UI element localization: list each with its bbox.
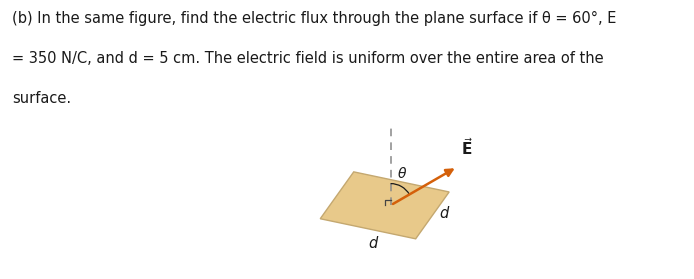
Text: (b) In the same figure, find the electric flux through the plane surface if θ = : (b) In the same figure, find the electri… xyxy=(12,11,617,26)
Text: surface.: surface. xyxy=(12,91,71,106)
Text: d: d xyxy=(369,236,378,251)
Polygon shape xyxy=(320,172,449,239)
Text: d: d xyxy=(439,206,449,221)
Text: = 350 N/C, and d = 5 cm. The electric field is uniform over the entire area of t: = 350 N/C, and d = 5 cm. The electric fi… xyxy=(12,51,604,66)
Text: $\theta$: $\theta$ xyxy=(397,166,407,181)
Text: $\vec{\mathbf{E}}$: $\vec{\mathbf{E}}$ xyxy=(461,138,473,158)
